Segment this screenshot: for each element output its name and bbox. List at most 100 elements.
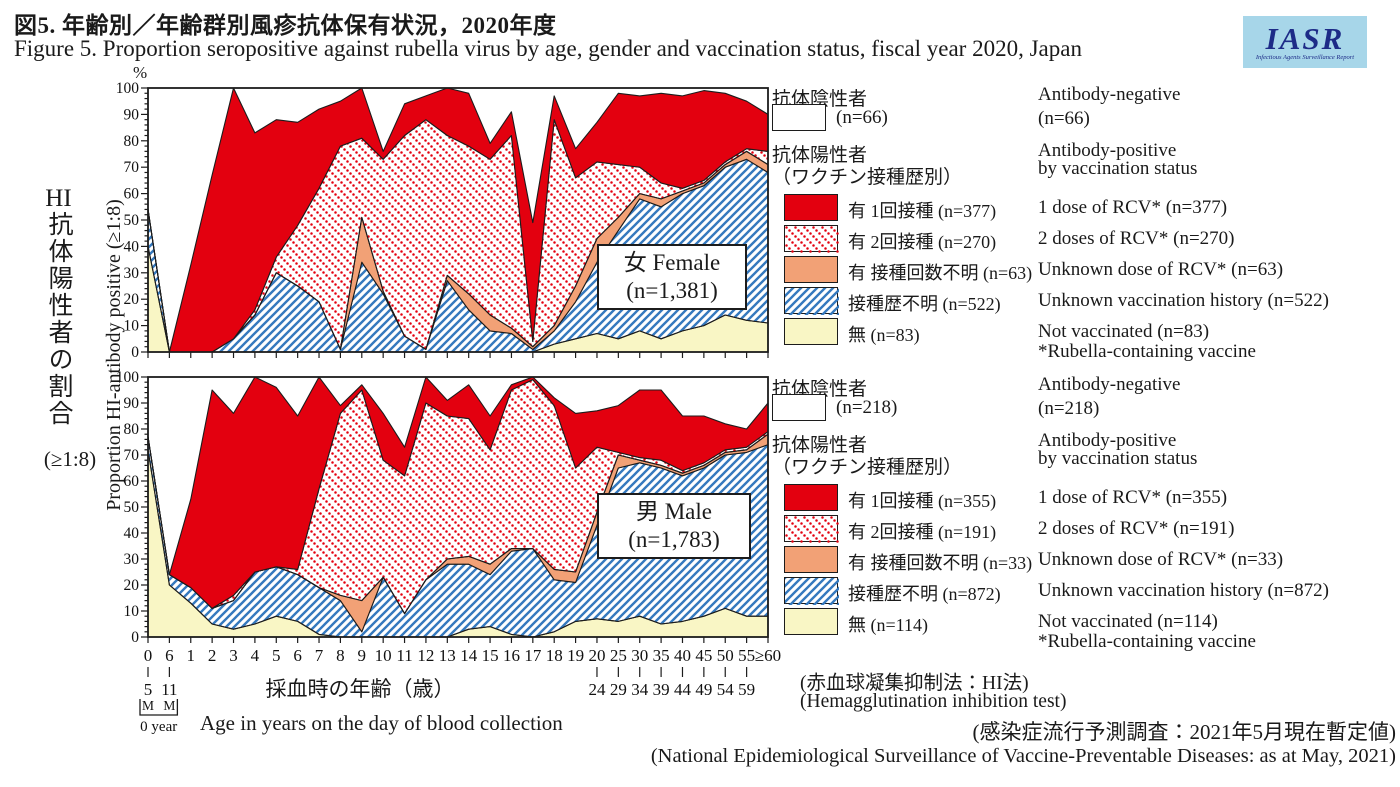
footnote-hi-method-japanese: (赤血球凝集抑制法：HI法)	[800, 673, 1029, 694]
iasr-logo: IASR Infectious Agents Surveillance Repo…	[1243, 16, 1367, 68]
legend-item-one-dose-label: 有 1回接種	[848, 201, 934, 221]
x-tick-label: 18	[546, 646, 563, 665]
x-tick-label: 40	[674, 646, 691, 665]
iasr-logo-text: IASR	[1265, 20, 1345, 56]
female-stacked-area: 0 10 20 30 40 50 60 70 80 90 100	[116, 80, 769, 361]
legend-item-unknown-history: 接種歴不明 (n=872)	[848, 580, 1001, 606]
x-tick-label: 50	[717, 646, 734, 665]
x-tick-label: 0	[144, 646, 153, 665]
x-tick-sublabel: 44	[674, 680, 692, 699]
zero-year-bracket	[139, 699, 179, 716]
y-tick-label: 20	[124, 577, 140, 594]
y-tick-label: 100	[116, 369, 140, 386]
x-tick-label: 5	[272, 646, 281, 665]
legend-item-two-doses-label: 有 2回接種	[848, 232, 934, 252]
y-axis-threshold-label: (≥1:8)	[43, 447, 97, 471]
y-tick-label: 90	[124, 106, 140, 123]
legend-positive-subheader: （ワクチン接種歴別）	[772, 457, 963, 478]
y-axis-label-japanese: HI抗体陽性者の割合	[44, 186, 72, 466]
x-tick-month-label: M	[142, 698, 154, 713]
legend-swatch-two-doses	[784, 515, 839, 543]
legend-en-item-unknown-dose: Unknown dose of RCV* (n=33)	[1038, 549, 1284, 570]
legend-en-footnote-rcv: *Rubella-containing vaccine	[1038, 631, 1256, 652]
x-tick-label: 6	[293, 646, 302, 665]
legend-positive-header: 抗体陽性者	[772, 435, 868, 456]
x-tick-label: 15	[482, 646, 499, 665]
legend-item-not-vaccinated-label: 無	[848, 325, 866, 345]
legend-en-item-one-dose: 1 dose of RCV* (n=377)	[1038, 197, 1228, 218]
y-tick-label: 90	[124, 395, 140, 412]
legend-en-item-not-vaccinated: Not vaccinated (n=114)	[1038, 611, 1218, 632]
legend-item-not-vaccinated-label: 無	[848, 615, 866, 635]
footnote-hi-method-english: (Hemagglutination inhibition test)	[800, 691, 1067, 712]
legend-en-positive-header: Antibody-positive	[1038, 430, 1177, 451]
title-japanese: 図5. 年齢別／年齢群別風疹抗体保有状況，2020年度	[14, 13, 557, 38]
legend-item-one-dose: 有 1回接種 (n=377)	[848, 197, 996, 223]
legend-swatch-unknown-dose	[784, 256, 838, 283]
male-panel-title: 男 Male	[635, 499, 712, 524]
x-tick-label: 4	[251, 646, 260, 665]
legend-item-one-dose: 有 1回接種 (n=355)	[848, 487, 996, 513]
legend-item-one-dose-label: 有 1回接種	[848, 491, 934, 511]
y-tick-label: 70	[124, 447, 140, 464]
legend-en-footnote-rcv: *Rubella-containing vaccine	[1038, 341, 1256, 362]
legend-item-two-doses: 有 2回接種 (n=270)	[848, 228, 996, 254]
female-panel-title: 女 Female	[623, 250, 721, 275]
legend-en-item-not-vaccinated: Not vaccinated (n=83)	[1038, 321, 1210, 342]
footnote-survey-japanese: (感染症流行予測調査：2021年5月現在暫定値)	[972, 720, 1397, 744]
legend-en-negative-n: (n=218)	[1038, 398, 1100, 419]
x-tick-label: 25	[610, 646, 627, 665]
title-english: Figure 5. Proportion seropositive agains…	[14, 36, 1082, 61]
y-tick-label: 10	[124, 318, 140, 335]
x-axis-title-japanese: 採血時の年齢（歳）	[265, 677, 455, 701]
legend-en-positive-subheader: by vaccination status	[1038, 448, 1198, 469]
y-tick-label: 0	[131, 344, 139, 361]
male-panel-label: 男 Male (n=1,783)	[597, 493, 751, 559]
x-tick-label: 45	[695, 646, 712, 665]
legend-en-item-unknown-history: Unknown vaccination history (n=872)	[1038, 580, 1329, 601]
female-panel-n: (n=1,381)	[626, 278, 718, 303]
x-tick-label: 8	[336, 646, 345, 665]
x-tick-label: 19	[567, 646, 584, 665]
x-tick-label: 17	[524, 646, 542, 665]
legend-en-negative-n: (n=66)	[1038, 108, 1090, 129]
legend-swatch-not-vaccinated	[784, 608, 838, 635]
y-tick-label: 70	[124, 159, 140, 176]
legend-negative-n: (n=66)	[836, 107, 888, 128]
x-tick-sublabel: 54	[717, 680, 735, 699]
y-tick-label: 40	[124, 238, 140, 255]
x-tick-label: 12	[417, 646, 434, 665]
legend-en-item-two-doses: 2 doses of RCV* (n=191)	[1038, 518, 1235, 539]
x-tick-label: 13	[439, 646, 456, 665]
legend-positive-header: 抗体陽性者	[772, 145, 868, 166]
x-tick-sublabel: 49	[695, 680, 712, 699]
y-tick-label: 30	[124, 551, 140, 568]
percent-label: %	[133, 63, 148, 82]
x-tick-sublabel: 29	[610, 680, 627, 699]
x-tick-label: 35	[653, 646, 670, 665]
legend-swatch-two-doses	[784, 225, 839, 253]
legend-swatch-negative	[772, 394, 826, 421]
x-axis-title-english: Age in years on the day of blood collect…	[200, 711, 563, 735]
y-tick-label: 10	[124, 603, 140, 620]
legend-item-unknown-dose: 有 接種回数不明 (n=63)	[848, 259, 1032, 285]
y-tick-label: 40	[124, 525, 140, 542]
legend-swatch-unknown-history	[784, 287, 839, 315]
male-chart: 0 10 20 30 40 50 60 70 80 90 100 0 5 M 6 11 M 1 2 3 4 5 6 7 8 9 10…	[116, 369, 781, 735]
legend-item-unknown-history: 接種歴不明 (n=522)	[848, 290, 1001, 316]
legend-item-unknown-dose-label: 有 接種回数不明	[848, 263, 979, 283]
legend-swatch-one-dose	[784, 194, 838, 221]
y-tick-label: 100	[116, 80, 140, 97]
legend-swatch-negative	[772, 104, 826, 131]
legend-item-not-vaccinated-n: (n=114)	[870, 615, 928, 635]
iasr-logo-caption: Infectious Agents Surveillance Report	[1255, 53, 1355, 61]
x-tick-label: 20	[588, 646, 605, 665]
legend-item-two-doses-n: (n=191)	[938, 522, 997, 542]
x-tick-label: 2	[208, 646, 217, 665]
x-tick-month-label: M	[163, 698, 175, 713]
female-panel-label: 女 Female (n=1,381)	[597, 244, 747, 310]
y-tick-label: 60	[124, 473, 140, 490]
legend-item-two-doses-n: (n=270)	[938, 232, 997, 252]
y-tick-label: 20	[124, 291, 140, 308]
